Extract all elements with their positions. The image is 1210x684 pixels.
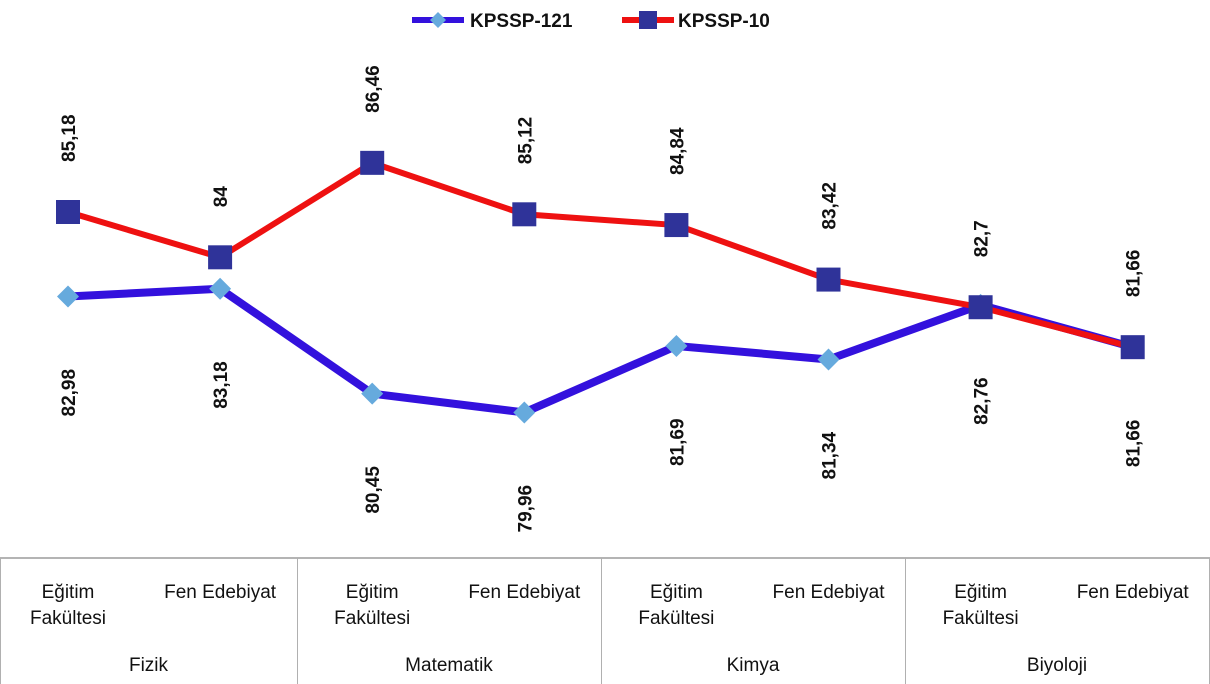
legend-marker-diamond xyxy=(430,12,446,28)
data-label-kpssp-121: 80,45 xyxy=(363,466,384,514)
legend: KPSSP-121 KPSSP-10 xyxy=(412,11,770,32)
group-label: Kimya xyxy=(727,655,780,676)
data-point xyxy=(513,401,536,424)
data-point xyxy=(1120,335,1145,360)
group-label: Fizik xyxy=(129,655,169,676)
data-label-kpssp-10: 81,66 xyxy=(1124,250,1145,298)
data-label-kpssp-10: 84,84 xyxy=(667,127,688,175)
data-point xyxy=(57,285,79,308)
category-label: Eğitim Fakültesi xyxy=(30,582,106,629)
plot-area xyxy=(56,150,1145,424)
category-label: Eğitim Fakültesi xyxy=(638,582,714,629)
category-label: Fen Edebiyat xyxy=(773,582,886,603)
data-point xyxy=(665,335,688,358)
data-label-kpssp-121: 83,18 xyxy=(211,361,232,409)
data-labels: 85,18 84 86,46 85,12 84,84 83,42 82,7 81,66 82,9… xyxy=(59,65,1145,532)
data-point xyxy=(360,150,385,175)
category-label: Fen Edebiyat xyxy=(164,582,277,603)
category-label: Eğitim Fakültesi xyxy=(334,582,410,629)
series-kpssp-121 xyxy=(67,284,1134,417)
data-label-kpssp-121: 81,66 xyxy=(1124,420,1145,468)
category-label: Fen Edebiyat xyxy=(468,582,581,603)
legend-item-kpssp-121: KPSSP-121 xyxy=(412,11,573,32)
data-point xyxy=(968,295,993,320)
data-label-kpssp-10: 83,42 xyxy=(820,182,841,230)
data-point xyxy=(209,277,232,300)
category-axis: Eğitim Fakültesi Fen Edebiyat Eğitim Fakülte… xyxy=(0,557,1210,684)
data-label-kpssp-121: 79,96 xyxy=(515,485,536,533)
series-line xyxy=(67,284,1134,417)
legend-label: KPSSP-10 xyxy=(678,11,770,32)
data-point xyxy=(664,213,689,238)
group-label: Biyoloji xyxy=(1027,655,1087,676)
category-label: Fen Edebiyat xyxy=(1077,582,1190,603)
data-label-kpssp-10: 82,7 xyxy=(972,220,993,257)
data-point xyxy=(56,200,80,224)
data-label-kpssp-121: 82,98 xyxy=(59,369,80,417)
category-label: Eğitim Fakültesi xyxy=(943,582,1019,629)
legend-item-kpssp-10: KPSSP-10 xyxy=(622,11,770,32)
markers-kpssp-10 xyxy=(56,150,1145,360)
series-line xyxy=(67,159,1134,351)
data-label-kpssp-10: 86,46 xyxy=(363,65,384,113)
data-point xyxy=(512,202,537,227)
legend-label: KPSSP-121 xyxy=(470,11,573,32)
data-label-kpssp-121: 81,69 xyxy=(667,418,688,466)
group-label: Matematik xyxy=(405,655,493,676)
legend-marker-square xyxy=(639,11,657,29)
series-kpssp-10 xyxy=(67,159,1134,351)
data-point xyxy=(361,382,384,405)
data-label-kpssp-10: 84 xyxy=(211,186,232,208)
data-label-kpssp-121: 82,76 xyxy=(972,377,993,425)
data-point xyxy=(816,267,841,292)
data-point xyxy=(208,245,233,270)
data-label-kpssp-121: 81,34 xyxy=(820,431,841,479)
data-label-kpssp-10: 85,18 xyxy=(59,114,80,162)
data-label-kpssp-10: 85,12 xyxy=(515,117,536,165)
data-point xyxy=(817,348,840,371)
